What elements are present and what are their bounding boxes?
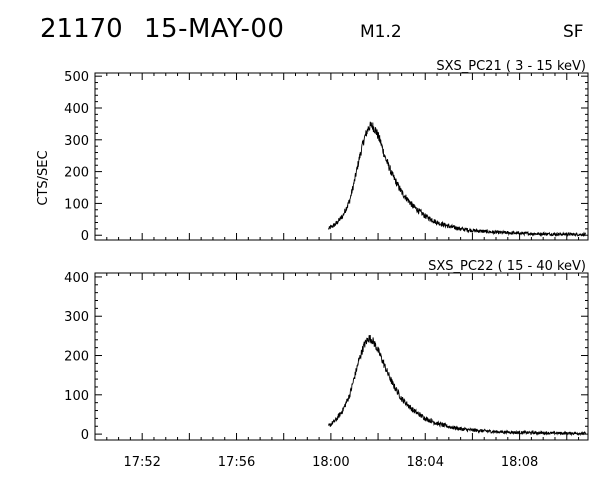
y-tick-label: 200	[64, 166, 89, 181]
y-tick-label: 400	[64, 271, 89, 286]
y-tick-label: 100	[64, 389, 89, 404]
y-axis-label: CTS/SEC	[36, 150, 51, 205]
light-curve-line	[328, 121, 587, 238]
chart-pc22: SXS_PC22 ( 15 - 40 keV) 0 100 200 300 400 17:…	[64, 259, 589, 470]
event-id: 21170	[40, 14, 123, 44]
y-tick-label: 100	[64, 197, 89, 212]
x-tick-label: 17:52	[123, 455, 160, 470]
x-tick-label: 17:56	[218, 455, 255, 470]
chart-pc21: SXS_PC21 ( 3 - 15 keV) CTS/SEC 0 100 200 30…	[36, 59, 589, 244]
y-tick-label: 500	[64, 70, 89, 85]
x-tick-label: 18:00	[312, 455, 349, 470]
y-tick-label: 300	[64, 310, 89, 325]
event-date: 15-MAY-00	[144, 14, 285, 44]
x-tick-label: 18:08	[501, 455, 538, 470]
plot-frame	[94, 72, 589, 241]
y-tick-label: 0	[81, 229, 89, 244]
chart-title-pc21: SXS_PC21 ( 3 - 15 keV)	[436, 59, 586, 74]
flare-class: M1.2	[360, 22, 402, 42]
light-curve-line	[328, 335, 587, 437]
y-tick-label: 400	[64, 102, 89, 117]
chart-title-pc22: SXS_PC22 ( 15 - 40 keV)	[428, 259, 586, 274]
y-tick-label: 300	[64, 134, 89, 149]
plot-frame	[94, 272, 589, 441]
y-tick-label: 0	[81, 428, 89, 443]
y-tick-label: 200	[64, 350, 89, 365]
x-tick-label: 18:04	[407, 455, 444, 470]
instrument-code: SF	[563, 22, 584, 42]
